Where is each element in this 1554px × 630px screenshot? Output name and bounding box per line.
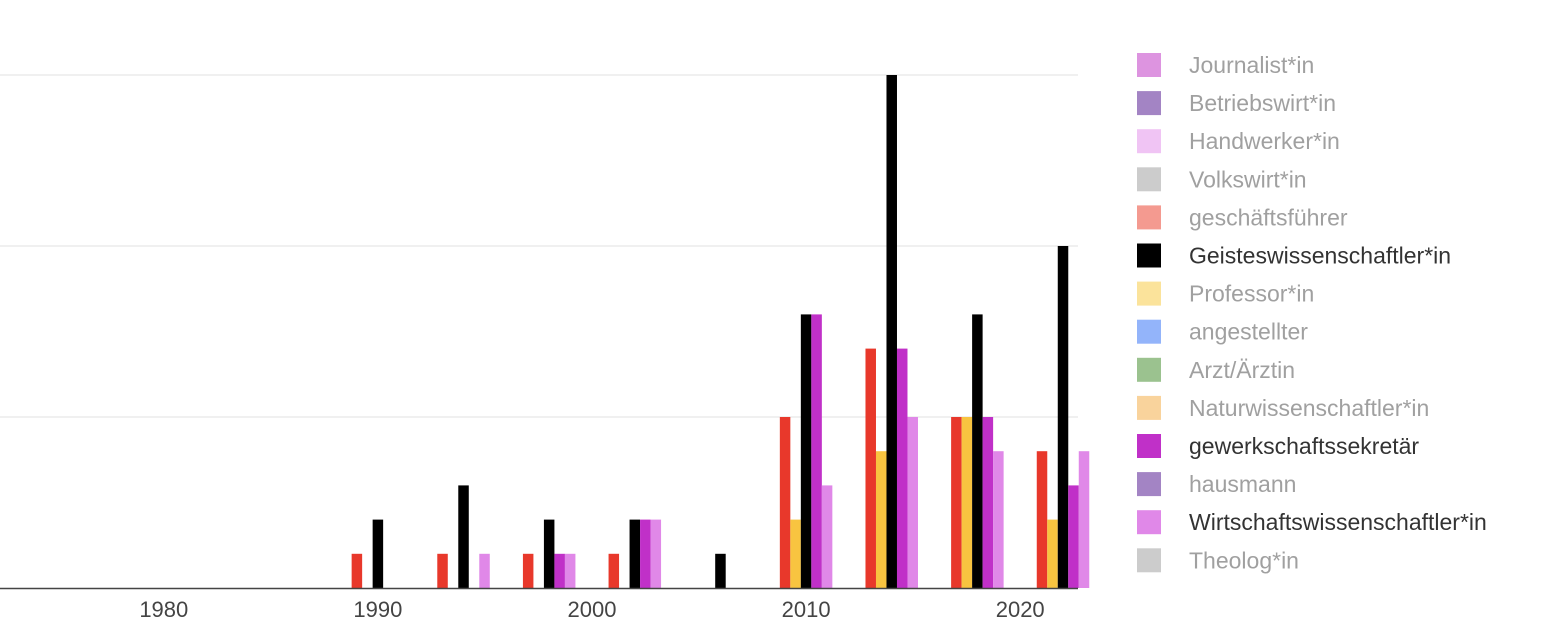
bar-geschaeftsfuehrer[interactable]: [951, 417, 962, 588]
legend-label: angestellter: [1189, 319, 1308, 345]
bar-professor[interactable]: [875, 451, 887, 588]
legend-swatch: [1137, 205, 1161, 230]
bar-gewerkschaft[interactable]: [982, 417, 994, 588]
bar-professor[interactable]: [1047, 519, 1058, 588]
bar-geschaeftsfuehrer[interactable]: [351, 553, 363, 588]
legend-item-gewerkschaft[interactable]: gewerkschaftssekretär: [1137, 433, 1419, 459]
legend-item-betriebswirt[interactable]: Betriebswirt*in: [1137, 90, 1336, 116]
legend-swatch: [1137, 129, 1161, 154]
legend-label: geschäftsführer: [1189, 204, 1348, 230]
bar-geschaeftsfuehrer[interactable]: [608, 553, 620, 588]
legend-swatch: [1137, 510, 1161, 535]
legend-label: Volkswirt*in: [1189, 166, 1307, 192]
bar-wirtschaftswiss[interactable]: [993, 451, 1004, 588]
legend-label: gewerkschaftssekretär: [1189, 433, 1419, 459]
x-tick-label: 2010: [782, 597, 831, 622]
bar-geistes[interactable]: [800, 314, 812, 588]
legend-label: Arzt/Ärztin: [1189, 357, 1295, 383]
bar-wirtschaftswiss[interactable]: [907, 417, 918, 588]
bar-geschaeftsfuehrer[interactable]: [437, 553, 448, 588]
bar-geschaeftsfuehrer[interactable]: [1036, 451, 1048, 588]
legend-label: Betriebswirt*in: [1189, 90, 1336, 116]
bar-gewerkschaft[interactable]: [896, 348, 908, 588]
bar-wirtschaftswiss[interactable]: [821, 485, 833, 588]
legend-item-arzt[interactable]: Arzt/Ärztin: [1137, 357, 1295, 383]
bar-gewerkschaft[interactable]: [640, 519, 651, 588]
legend-swatch: [1137, 472, 1161, 497]
bar-geistes[interactable]: [372, 519, 384, 588]
legend-item-naturwiss[interactable]: Naturwissenschaftler*in: [1137, 395, 1429, 421]
bar-geistes[interactable]: [543, 519, 555, 588]
legend-item-angestellter[interactable]: angestellter: [1137, 319, 1308, 345]
bar-geistes[interactable]: [1057, 246, 1069, 588]
legend-label: Wirtschaftswissenschaftler*in: [1189, 509, 1487, 535]
legend-swatch: [1137, 434, 1161, 458]
bar-gewerkschaft[interactable]: [554, 553, 565, 588]
legend-label: Geisteswissenschaftler*in: [1189, 243, 1451, 269]
legend-label: hausmann: [1189, 471, 1296, 497]
legend-item-volkswirt[interactable]: Volkswirt*in: [1137, 166, 1307, 192]
bar-wirtschaftswiss[interactable]: [1078, 451, 1090, 588]
legend-swatch: [1137, 395, 1161, 420]
x-tick-label: 2000: [568, 597, 617, 622]
x-tick-label: 1980: [139, 597, 188, 622]
x-tick-label: 2020: [996, 597, 1045, 622]
legend-swatch: [1137, 319, 1161, 344]
legend: Journalist*in Betriebswirt*in Handwerker*i…: [1137, 52, 1487, 573]
legend-label: Handwerker*in: [1189, 128, 1340, 154]
bar-geistes[interactable]: [715, 553, 726, 588]
bars: [351, 75, 1090, 588]
legend-swatch: [1137, 357, 1161, 382]
bar-gewerkschaft[interactable]: [811, 314, 822, 588]
legend-label: Professor*in: [1189, 281, 1314, 307]
bar-professor[interactable]: [961, 417, 973, 588]
legend-item-geistes[interactable]: Geisteswissenschaftler*in: [1137, 243, 1451, 269]
legend-label: Journalist*in: [1189, 52, 1314, 78]
legend-label: Naturwissenschaftler*in: [1189, 395, 1429, 421]
bar-geschaeftsfuehrer[interactable]: [522, 553, 534, 588]
legend-swatch: [1137, 53, 1161, 77]
x-axis-ticks: 1980 1990 2000 2010 2020: [139, 597, 1044, 622]
grid-lines: [0, 74, 1078, 418]
x-tick-label: 1990: [353, 597, 402, 622]
legend-item-geschaeftsfuehrer[interactable]: geschäftsführer: [1137, 204, 1348, 230]
legend-item-wirtschaftswiss[interactable]: Wirtschaftswissenschaftler*in: [1137, 509, 1487, 535]
bar-geistes[interactable]: [886, 75, 897, 588]
legend-item-handwerker[interactable]: Handwerker*in: [1137, 128, 1340, 154]
bar-geistes[interactable]: [458, 485, 469, 588]
legend-swatch: [1137, 167, 1161, 192]
legend-swatch: [1137, 548, 1161, 573]
bar-wirtschaftswiss[interactable]: [564, 553, 576, 588]
legend-swatch: [1137, 91, 1161, 116]
bar-professor[interactable]: [790, 519, 801, 588]
bar-geistes[interactable]: [629, 519, 641, 588]
legend-item-journalist[interactable]: Journalist*in: [1137, 52, 1314, 78]
legend-item-hausmann[interactable]: hausmann: [1137, 471, 1296, 497]
bar-wirtschaftswiss[interactable]: [479, 553, 490, 588]
bar-wirtschaftswiss[interactable]: [650, 519, 662, 588]
legend-swatch: [1137, 281, 1161, 306]
legend-item-theolog[interactable]: Theolog*in: [1137, 547, 1299, 573]
bar-geistes[interactable]: [972, 314, 983, 588]
bar-geschaeftsfuehrer[interactable]: [865, 348, 876, 588]
legend-label: Theolog*in: [1189, 547, 1299, 573]
bar-geschaeftsfuehrer[interactable]: [779, 417, 791, 588]
bar-gewerkschaft[interactable]: [1068, 485, 1079, 588]
legend-item-professor[interactable]: Professor*in: [1137, 281, 1314, 307]
legend-swatch: [1137, 243, 1161, 268]
